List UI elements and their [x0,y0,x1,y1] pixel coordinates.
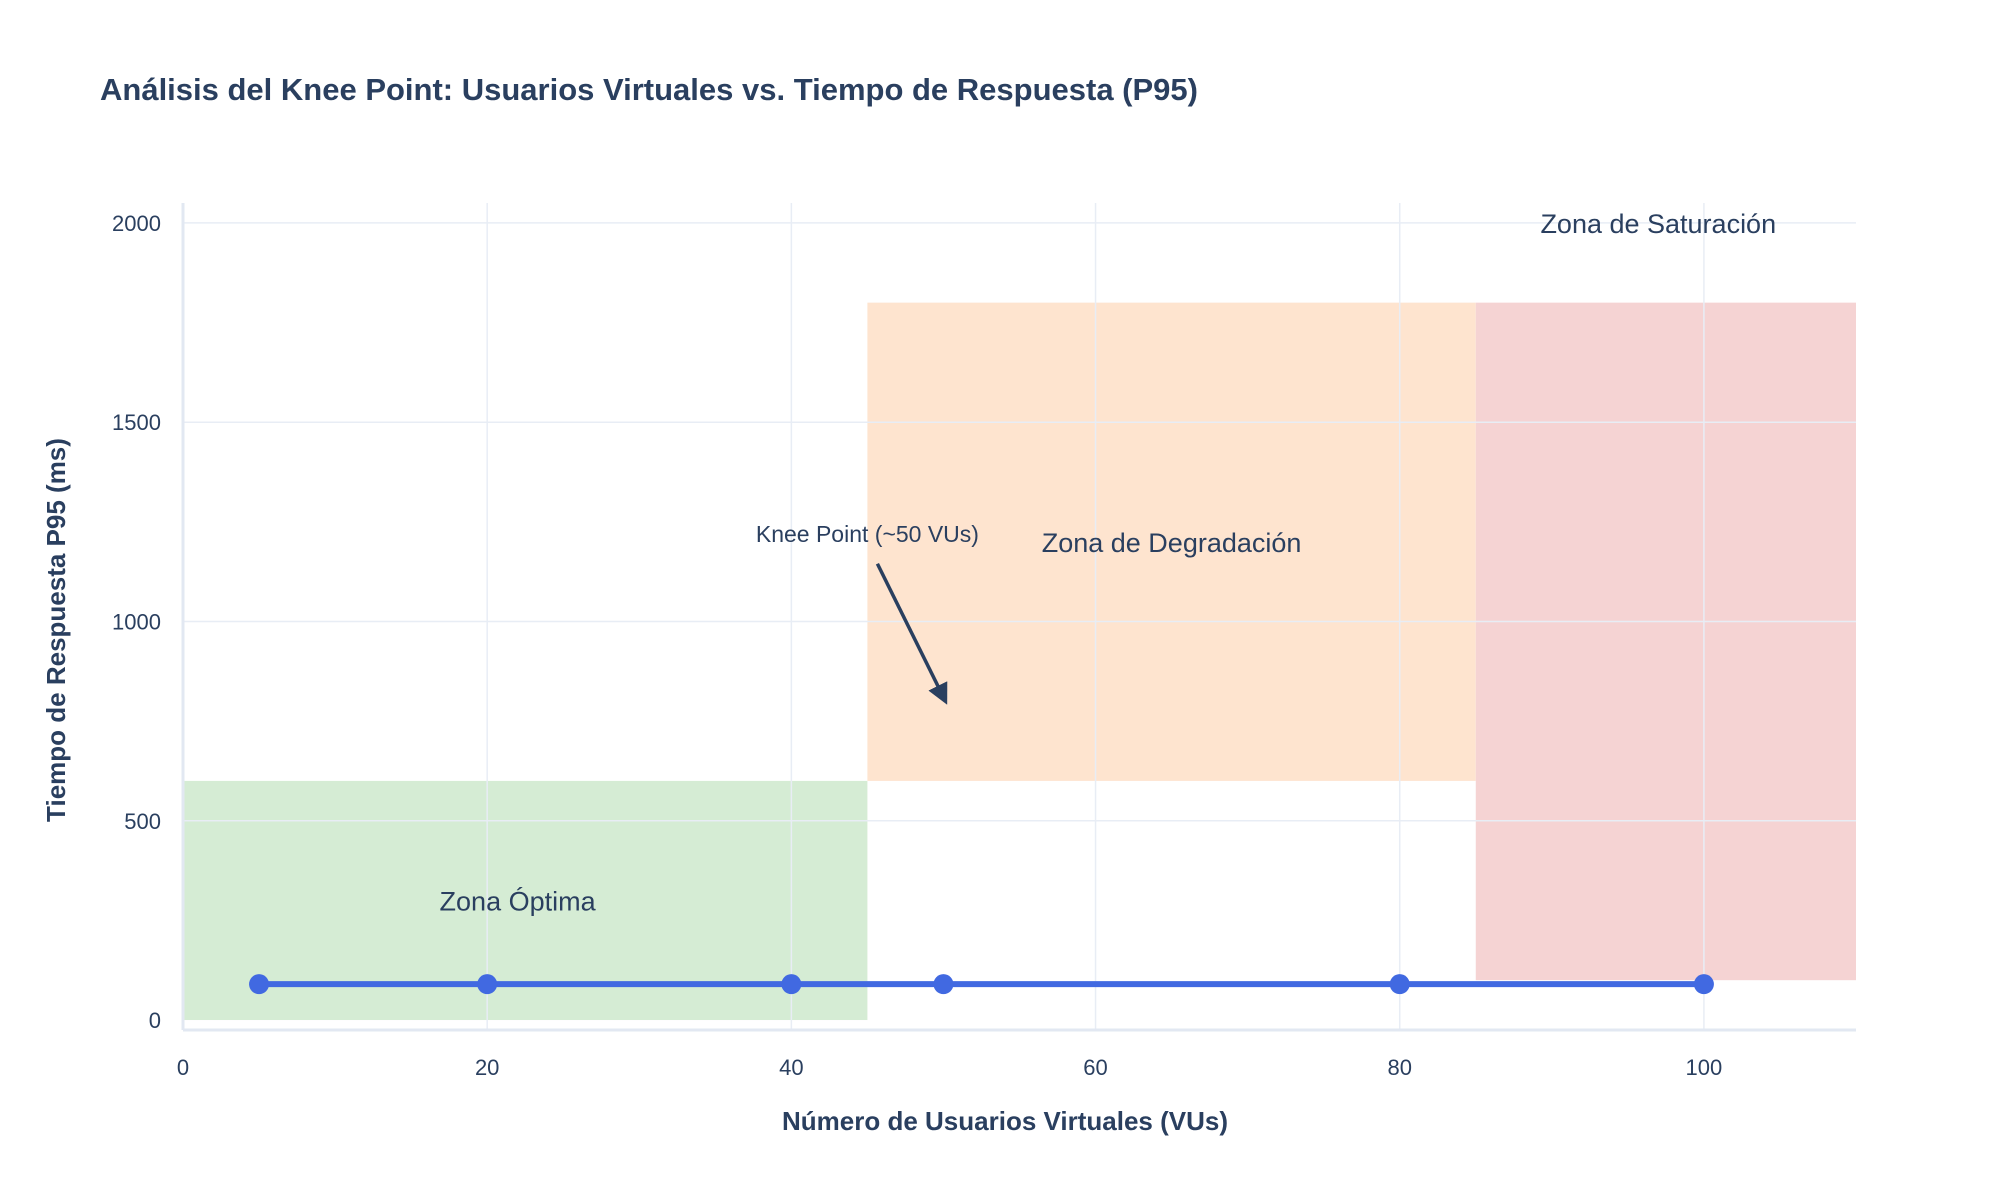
x-tick-label-4: 60 [1083,1055,1107,1080]
data-point-3 [781,974,802,995]
zone-rect-2 [867,302,1476,781]
zone-label-3: Zona de Saturación [1540,209,1776,239]
data-point-4 [933,974,954,995]
x-axis-title: Número de Usuarios Virtuales (VUs) [782,1106,1228,1136]
y-tick-label-3: 1000 [112,609,161,634]
annotation-text-1: Knee Point (~50 VUs) [756,521,979,547]
zone-label-1: Zona Óptima [440,885,597,916]
x-tick-label-6: 100 [1686,1055,1723,1080]
data-point-6 [1693,974,1714,995]
x-tick-label-3: 40 [779,1055,803,1080]
zone-rect-3 [1475,302,1856,981]
x-tick-label-1: 0 [177,1055,189,1080]
chart-title: Análisis del Knee Point: Usuarios Virtua… [100,72,1198,107]
data-point-2 [477,974,498,995]
annotation-arrow-1 [875,562,948,705]
labels-layer: Zona Óptima Zona de Degradación Zona de Sa… [440,209,1777,917]
y-tick-label-1: 0 [149,1008,161,1033]
x-tick-label-5: 80 [1387,1055,1411,1080]
series-layer [249,974,1714,995]
zone-label-2: Zona de Degradación [1042,528,1302,558]
data-point-1 [249,974,270,995]
grid-layer [183,203,1856,1030]
y-tick-label-4: 1500 [112,410,161,435]
data-point-5 [1389,974,1410,995]
y-tick-label-5: 2000 [112,211,161,236]
x-tick-label-2: 20 [475,1055,499,1080]
y-tick-label-2: 500 [124,809,161,834]
y-axis-title: Tiempo de Respuesta P95 (ms) [41,438,71,822]
